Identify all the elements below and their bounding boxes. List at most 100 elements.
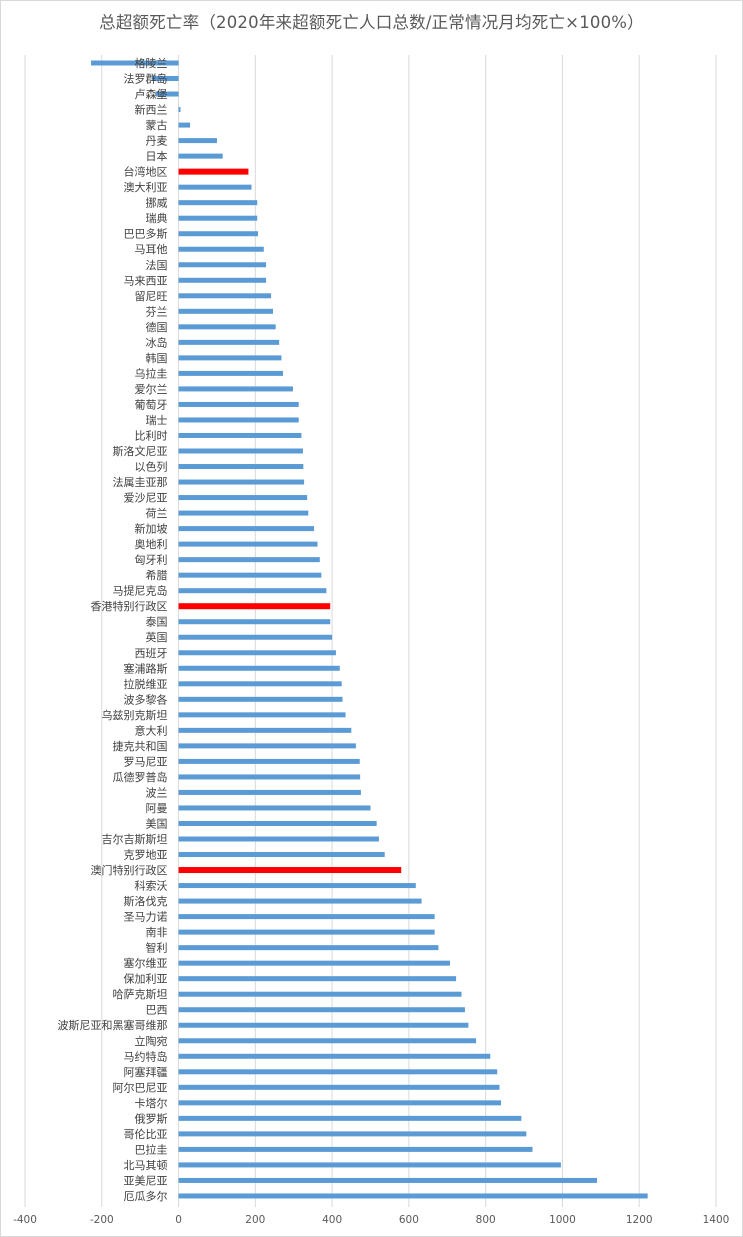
bar bbox=[178, 1038, 477, 1044]
category-label: 斯洛伐克 bbox=[124, 894, 168, 908]
bar bbox=[178, 495, 308, 501]
x-tick-label: -400 bbox=[13, 1214, 37, 1226]
bar bbox=[178, 200, 258, 206]
bar bbox=[178, 1146, 533, 1152]
category-label: 巴西 bbox=[146, 1004, 168, 1017]
bar-highlighted bbox=[178, 867, 402, 874]
bar bbox=[178, 634, 333, 640]
bar bbox=[178, 852, 385, 858]
bar bbox=[178, 386, 293, 392]
bar bbox=[178, 308, 273, 314]
bar bbox=[178, 945, 439, 951]
bar bbox=[178, 1193, 648, 1199]
bar bbox=[91, 60, 179, 66]
bar bbox=[178, 1084, 500, 1090]
x-tick-label: 1200 bbox=[626, 1214, 653, 1226]
bar bbox=[178, 184, 252, 190]
bar bbox=[178, 246, 264, 252]
bar bbox=[178, 976, 457, 982]
category-label: 留尼旺 bbox=[135, 290, 168, 303]
category-label: 匈牙利 bbox=[135, 553, 168, 567]
bar bbox=[178, 914, 435, 920]
category-label: 哈萨克斯坦 bbox=[113, 987, 168, 1001]
x-tick-label: 800 bbox=[476, 1214, 496, 1226]
category-label: 波兰 bbox=[146, 786, 168, 799]
bar bbox=[178, 650, 336, 656]
category-label: 波斯尼亚和黑塞哥维那 bbox=[58, 1018, 168, 1032]
bar bbox=[178, 727, 352, 733]
category-label: 德国 bbox=[146, 320, 168, 334]
bar bbox=[178, 960, 450, 966]
category-label: 马约特岛 bbox=[124, 1049, 168, 1063]
category-label: 立陶宛 bbox=[135, 1034, 168, 1048]
bar bbox=[151, 76, 179, 82]
category-label: 瑞典 bbox=[146, 211, 168, 225]
category-label: 乌兹别克斯坦 bbox=[102, 708, 168, 722]
category-label: 法国 bbox=[146, 258, 168, 272]
bar bbox=[178, 138, 217, 144]
category-label: 澳门特别行政区 bbox=[91, 863, 168, 877]
category-label: 意大利 bbox=[135, 723, 168, 737]
category-label: 香港特别行政区 bbox=[91, 599, 168, 613]
category-label: 希腊 bbox=[146, 568, 168, 582]
bar bbox=[178, 1100, 502, 1106]
category-label: 西班牙 bbox=[135, 647, 168, 660]
category-label: 亚美尼亚 bbox=[124, 1174, 168, 1187]
chart-title: 总超额死亡率（2020年来超额死亡人口总数/正常情况月均死亡×100%） bbox=[99, 13, 644, 32]
bar bbox=[178, 898, 422, 904]
category-label: 阿塞拜疆 bbox=[124, 1065, 168, 1079]
bar bbox=[178, 774, 361, 780]
category-label: 以色列 bbox=[135, 460, 168, 474]
category-label: 俄罗斯 bbox=[135, 1112, 168, 1125]
category-label: 斯洛文尼亚 bbox=[113, 444, 168, 458]
bar bbox=[178, 712, 346, 718]
bar bbox=[178, 805, 371, 811]
x-tick-label: 600 bbox=[399, 1214, 419, 1226]
category-label: 英国 bbox=[146, 630, 168, 644]
bar bbox=[178, 417, 299, 423]
x-tick-label: 400 bbox=[322, 1214, 342, 1226]
category-label: 保加利亚 bbox=[124, 972, 168, 986]
x-tick-label: 1400 bbox=[703, 1214, 730, 1226]
bar bbox=[178, 122, 191, 128]
bar bbox=[178, 153, 223, 159]
bar bbox=[178, 991, 462, 997]
category-label: 日本 bbox=[146, 149, 168, 163]
category-label: 巴拉圭 bbox=[135, 1142, 168, 1156]
bar bbox=[178, 696, 343, 702]
category-label: 巴巴多斯 bbox=[124, 227, 168, 241]
category-label: 新西兰 bbox=[135, 103, 168, 117]
category-label: 葡萄牙 bbox=[135, 398, 168, 411]
bar bbox=[178, 541, 318, 547]
bar bbox=[178, 432, 302, 438]
category-label: 捷克共和国 bbox=[113, 739, 168, 753]
category-label: 美国 bbox=[146, 817, 168, 830]
category-label: 荷兰 bbox=[146, 507, 168, 520]
bar bbox=[178, 836, 379, 842]
x-tick-label: 0 bbox=[175, 1214, 182, 1226]
bar bbox=[178, 1022, 469, 1028]
category-label: 法罗群岛 bbox=[124, 72, 168, 86]
bar bbox=[178, 929, 435, 935]
bar bbox=[178, 1131, 527, 1137]
bar bbox=[178, 681, 342, 687]
bar bbox=[178, 572, 322, 578]
category-label: 澳大利亚 bbox=[124, 180, 168, 194]
bar bbox=[178, 339, 280, 345]
category-label: 厄瓜多尔 bbox=[124, 1189, 168, 1203]
category-label: 卢森堡 bbox=[135, 87, 168, 101]
category-label: 蒙古 bbox=[146, 119, 168, 132]
category-label: 瑞士 bbox=[146, 413, 168, 427]
category-label: 阿曼 bbox=[146, 802, 168, 815]
bar bbox=[178, 510, 309, 516]
category-label: 芬兰 bbox=[146, 305, 168, 318]
category-label: 拉脱维亚 bbox=[124, 677, 168, 691]
category-label: 丹麦 bbox=[146, 135, 168, 148]
category-label: 爱沙尼亚 bbox=[124, 492, 168, 505]
category-label: 爱尔兰 bbox=[135, 383, 168, 396]
category-label: 罗马尼亚 bbox=[124, 755, 168, 768]
x-tick-label: 1000 bbox=[549, 1214, 576, 1226]
bar bbox=[178, 743, 356, 749]
